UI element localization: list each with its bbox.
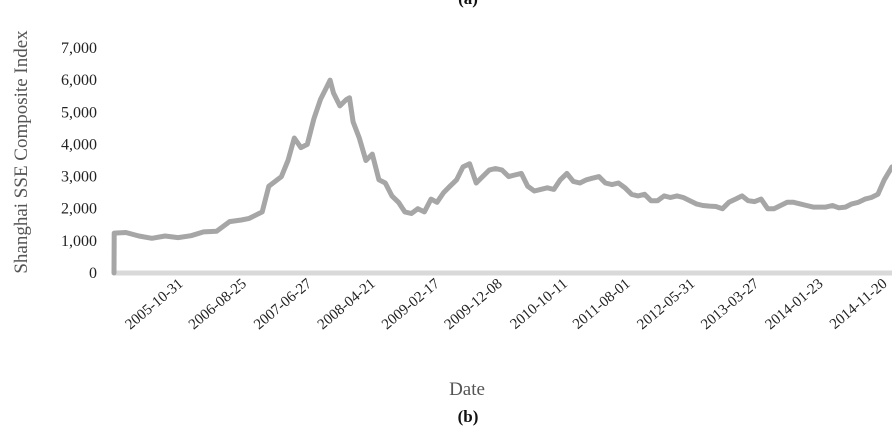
- y-tick-label: 7,000: [61, 40, 97, 57]
- y-tick-label: 2,000: [61, 201, 97, 218]
- x-tick-label: 2006-08-25: [186, 276, 250, 333]
- x-axis-ticks: 2005-10-31 2006-08-25 2007-06-27 2008-04-21…: [123, 275, 891, 333]
- y-tick-label: 3,000: [61, 169, 97, 186]
- x-tick-label: 2014-01-23: [763, 276, 827, 333]
- x-tick-label: 2010-10-11: [507, 276, 570, 333]
- x-tick-label: 2009-02-17: [379, 275, 443, 333]
- x-axis-label: Date: [449, 379, 485, 400]
- x-tick-label: 2009-12-08: [442, 276, 506, 333]
- x-tick-label: 2011-08-01: [570, 276, 633, 333]
- y-tick-label: 1,000: [61, 233, 97, 250]
- panel-label-b: (b): [458, 407, 479, 426]
- x-tick-label: 2013-03-27: [698, 275, 762, 333]
- series-line-sse-index: [111, 77, 892, 276]
- x-tick-label: 2005-10-31: [123, 276, 187, 333]
- x-tick-label: 2014-11-20: [827, 276, 890, 333]
- y-axis-label: Shanghai SSE Composite Index: [11, 30, 32, 274]
- x-tick-label: 2007-06-27: [251, 275, 315, 333]
- y-tick-label: 5,000: [61, 104, 97, 121]
- panel-label-a: (a): [458, 0, 478, 8]
- x-tick-label: 2008-04-21: [315, 276, 379, 333]
- x-tick-label: 2012-05-31: [634, 276, 698, 333]
- y-tick-label: 6,000: [61, 72, 97, 89]
- y-tick-label: 0: [89, 265, 97, 282]
- y-axis-ticks: 0 1,000 2,000 3,000 4,000 5,000 6,000 7,000: [61, 40, 97, 282]
- y-tick-label: 4,000: [61, 136, 97, 153]
